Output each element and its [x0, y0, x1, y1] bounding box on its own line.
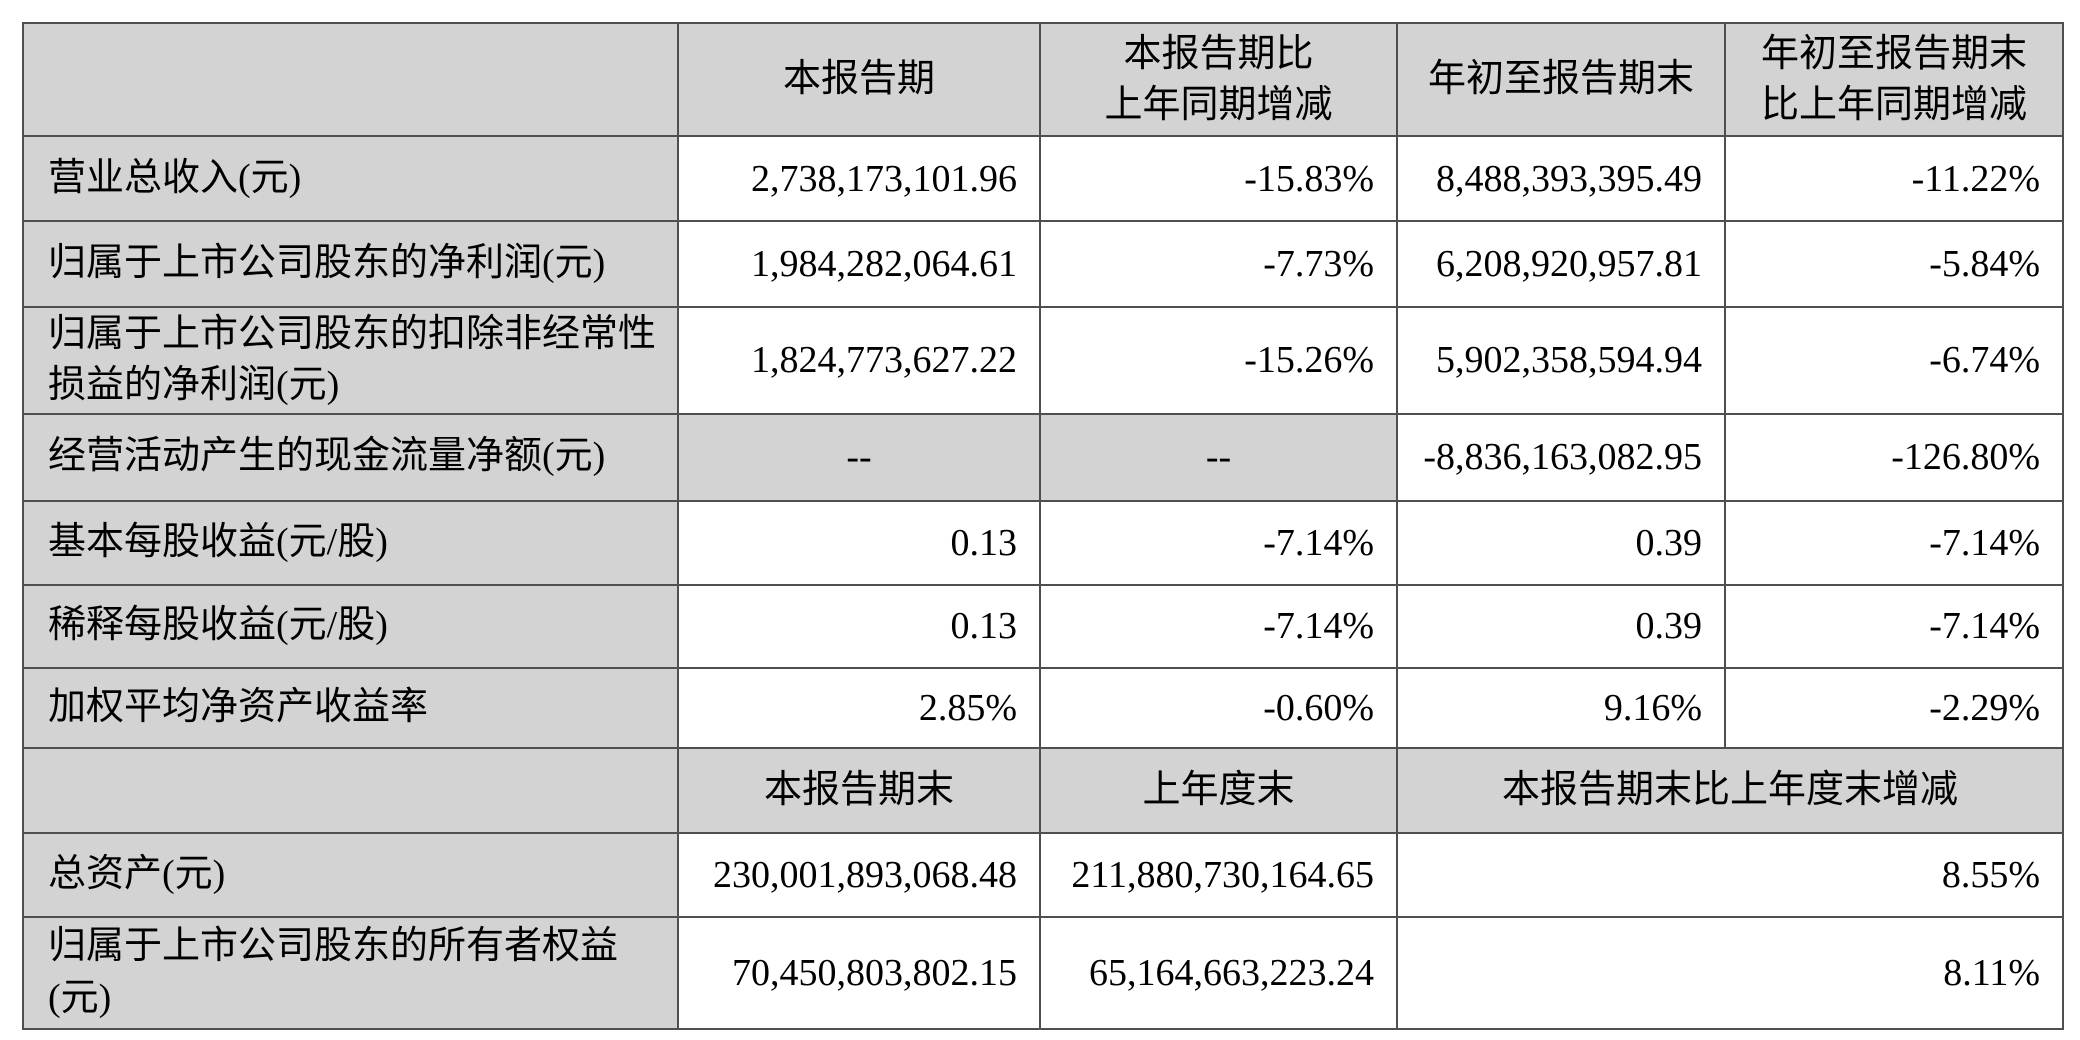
current-period-cell: 1,824,773,627.22	[677, 306, 1041, 415]
yoy-change-cell: -15.83%	[1039, 135, 1398, 222]
yoy-change-cell: -7.73%	[1039, 220, 1398, 308]
ytd-cell: -8,836,163,082.95	[1396, 412, 1726, 502]
header-period-end: 本报告期末	[677, 746, 1041, 834]
period-end-cell: 70,450,803,802.15	[677, 915, 1041, 1030]
row-label: 归属于上市公司股东的净利润(元)	[22, 220, 679, 308]
current-period-cell: 0.13	[677, 499, 1041, 586]
table-row-owners-equity: 归属于上市公司股东的所有者权益 (元) 70,450,803,802.15 65…	[22, 915, 2064, 1030]
ytd-yoy-cell: -7.14%	[1724, 499, 2064, 586]
prev-year-end-cell: 65,164,663,223.24	[1039, 915, 1398, 1030]
header-current-period-yoy: 本报告期比 上年同期增减	[1039, 22, 1398, 137]
current-period-cell: 2.85%	[677, 666, 1041, 749]
header-current-period: 本报告期	[677, 22, 1041, 137]
ytd-yoy-cell: -11.22%	[1724, 135, 2064, 222]
row-label: 经营活动产生的现金流量净额(元)	[22, 412, 679, 502]
yoy-change-cell: -0.60%	[1039, 666, 1398, 749]
table-row-diluted-eps: 稀释每股收益(元/股) 0.13 -7.14% 0.39 -7.14%	[22, 583, 2064, 669]
ytd-yoy-cell: -6.74%	[1724, 306, 2064, 415]
table-row-weighted-roe: 加权平均净资产收益率 2.85% -0.60% 9.16% -2.29%	[22, 666, 2064, 749]
table-row-total-assets: 总资产(元) 230,001,893,068.48 211,880,730,16…	[22, 831, 2064, 918]
ytd-yoy-cell: -126.80%	[1724, 412, 2064, 502]
current-period-cell: 2,738,173,101.96	[677, 135, 1041, 222]
table-row-net-profit-deducted: 归属于上市公司股东的扣除非经常性 损益的净利润(元) 1,824,773,627…	[22, 306, 2064, 415]
financial-summary-table: 本报告期 本报告期比 上年同期增减 年初至报告期末 年初至报告期末 比上年同期增…	[22, 22, 2064, 1030]
header-ytd-yoy: 年初至报告期末 比上年同期增减	[1724, 22, 2064, 137]
corner-cell	[22, 746, 679, 834]
financial-summary: 本报告期 本报告期比 上年同期增减 年初至报告期末 年初至报告期末 比上年同期增…	[22, 22, 2064, 1030]
prev-year-end-cell: 211,880,730,164.65	[1039, 831, 1398, 918]
yoy-change-cell: -15.26%	[1039, 306, 1398, 415]
table-row-basic-eps: 基本每股收益(元/股) 0.13 -7.14% 0.39 -7.14%	[22, 499, 2064, 586]
ytd-yoy-cell: -7.14%	[1724, 583, 2064, 669]
row-label: 归属于上市公司股东的扣除非经常性 损益的净利润(元)	[22, 306, 679, 415]
period-end-cell: 230,001,893,068.48	[677, 831, 1041, 918]
table-header-row-period-end: 本报告期末 上年度末 本报告期末比上年度末增减	[22, 746, 2064, 834]
row-label: 总资产(元)	[22, 831, 679, 918]
end-change-cell: 8.11%	[1396, 915, 2064, 1030]
ytd-cell: 6,208,920,957.81	[1396, 220, 1726, 308]
row-label: 基本每股收益(元/股)	[22, 499, 679, 586]
table-row-total-revenue: 营业总收入(元) 2,738,173,101.96 -15.83% 8,488,…	[22, 135, 2064, 222]
row-label: 归属于上市公司股东的所有者权益 (元)	[22, 915, 679, 1030]
table-row-operating-cash-flow: 经营活动产生的现金流量净额(元) -- -- -8,836,163,082.95…	[22, 412, 2064, 502]
header-period-end-change: 本报告期末比上年度末增减	[1396, 746, 2064, 834]
end-change-cell: 8.55%	[1396, 831, 2064, 918]
row-label: 加权平均净资产收益率	[22, 666, 679, 749]
ytd-cell: 9.16%	[1396, 666, 1726, 749]
yoy-change-cell: -7.14%	[1039, 499, 1398, 586]
row-label: 稀释每股收益(元/股)	[22, 583, 679, 669]
current-period-cell: --	[677, 412, 1041, 502]
corner-cell	[22, 22, 679, 137]
current-period-cell: 0.13	[677, 583, 1041, 669]
header-prev-year-end: 上年度末	[1039, 746, 1398, 834]
ytd-yoy-cell: -2.29%	[1724, 666, 2064, 749]
yoy-change-cell: --	[1039, 412, 1398, 502]
row-label: 营业总收入(元)	[22, 135, 679, 222]
ytd-cell: 5,902,358,594.94	[1396, 306, 1726, 415]
ytd-yoy-cell: -5.84%	[1724, 220, 2064, 308]
current-period-cell: 1,984,282,064.61	[677, 220, 1041, 308]
yoy-change-cell: -7.14%	[1039, 583, 1398, 669]
table-row-net-profit: 归属于上市公司股东的净利润(元) 1,984,282,064.61 -7.73%…	[22, 220, 2064, 308]
ytd-cell: 8,488,393,395.49	[1396, 135, 1726, 222]
ytd-cell: 0.39	[1396, 583, 1726, 669]
ytd-cell: 0.39	[1396, 499, 1726, 586]
header-ytd: 年初至报告期末	[1396, 22, 1726, 137]
table-header-row-period: 本报告期 本报告期比 上年同期增减 年初至报告期末 年初至报告期末 比上年同期增…	[22, 22, 2064, 137]
